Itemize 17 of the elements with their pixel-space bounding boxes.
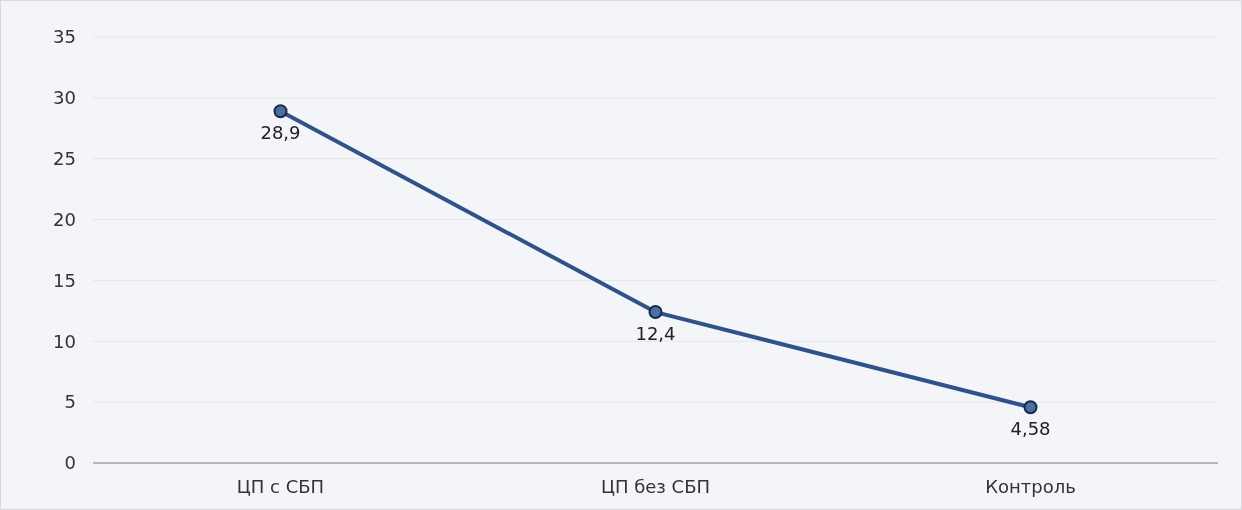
y-tick-label: 10 xyxy=(53,330,76,352)
y-tick-label: 0 xyxy=(64,452,76,474)
y-tick-label: 5 xyxy=(64,391,76,413)
y-tick-label: 25 xyxy=(53,148,76,170)
x-tick-label: ЦП с СБП xyxy=(236,476,325,497)
x-tick-label: Контроль xyxy=(985,476,1076,497)
data-label: 4,58 xyxy=(1010,418,1051,440)
y-tick-label: 20 xyxy=(53,208,76,230)
point xyxy=(273,104,288,119)
data-label: 12,4 xyxy=(635,323,676,345)
point xyxy=(648,305,663,320)
y-tick-label: 15 xyxy=(53,269,76,291)
x-tick-label: ЦП без СБП xyxy=(600,476,711,497)
point xyxy=(1023,400,1038,415)
y-tick-label: 35 xyxy=(53,26,76,48)
data-label: 28,9 xyxy=(260,122,301,144)
y-tick-label: 30 xyxy=(53,87,76,109)
